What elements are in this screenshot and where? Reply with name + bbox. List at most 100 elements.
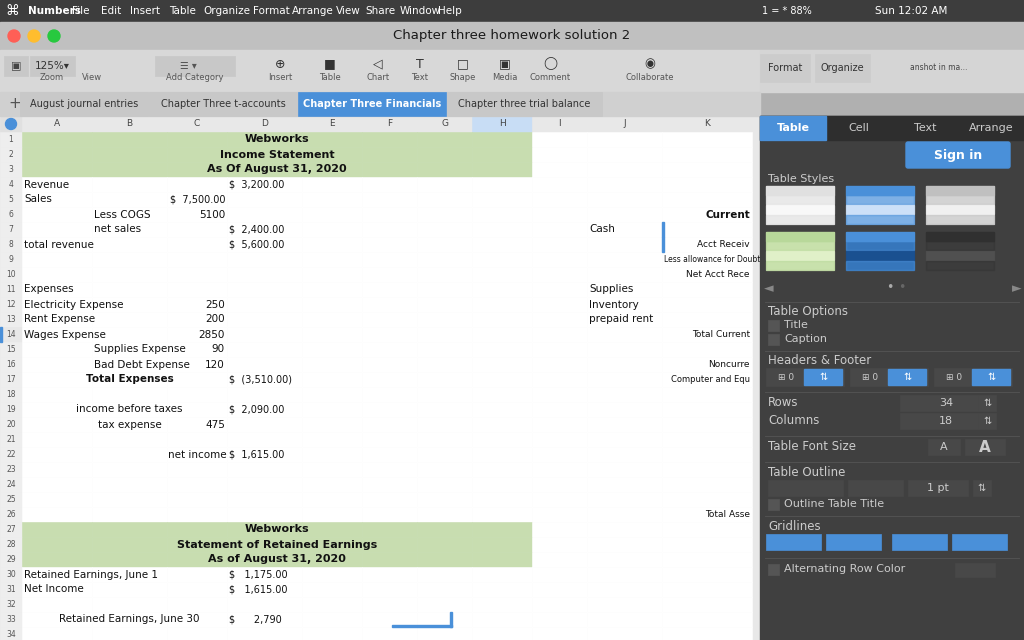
Bar xyxy=(926,205,994,214)
Bar xyxy=(766,215,834,224)
Text: 8: 8 xyxy=(8,240,13,249)
Bar xyxy=(417,312,472,327)
Text: 6: 6 xyxy=(8,210,13,219)
Text: Retained Earnings, June 30: Retained Earnings, June 30 xyxy=(59,614,200,625)
Text: T: T xyxy=(416,58,424,70)
Bar xyxy=(227,192,302,207)
Circle shape xyxy=(8,30,20,42)
Text: total revenue: total revenue xyxy=(24,239,94,250)
Bar xyxy=(227,567,302,582)
Bar xyxy=(417,567,472,582)
Bar xyxy=(532,372,587,387)
Text: 120: 120 xyxy=(205,360,225,369)
Circle shape xyxy=(5,118,16,129)
Bar xyxy=(472,267,532,282)
Text: Organize: Organize xyxy=(820,63,864,73)
Bar xyxy=(22,522,92,537)
Bar xyxy=(0,387,22,402)
Text: 31: 31 xyxy=(6,585,15,594)
Text: Add Category: Add Category xyxy=(166,74,224,83)
Text: □: □ xyxy=(457,58,469,70)
Bar xyxy=(167,116,227,132)
Bar xyxy=(760,54,810,82)
Text: Insert: Insert xyxy=(130,6,160,16)
Text: Sign in: Sign in xyxy=(934,148,982,161)
Bar xyxy=(662,312,752,327)
Text: Computer and Equ: Computer and Equ xyxy=(671,375,750,384)
Bar xyxy=(0,582,22,597)
Text: 27: 27 xyxy=(6,525,15,534)
Bar xyxy=(662,492,752,507)
Bar xyxy=(447,92,602,116)
Text: ▣: ▣ xyxy=(499,58,511,70)
Text: •: • xyxy=(886,282,893,294)
Text: Chapter Three t-accounts: Chapter Three t-accounts xyxy=(161,99,286,109)
Text: 21: 21 xyxy=(6,435,15,444)
Bar xyxy=(302,597,362,612)
Text: 1 pt: 1 pt xyxy=(927,483,949,493)
Bar xyxy=(846,195,914,204)
Text: 2850: 2850 xyxy=(199,330,225,339)
Bar xyxy=(0,22,1024,50)
Bar xyxy=(472,447,532,462)
Bar xyxy=(302,162,362,177)
Text: 28: 28 xyxy=(6,540,15,549)
Text: Table Styles: Table Styles xyxy=(768,174,835,184)
Bar xyxy=(532,537,587,552)
Bar xyxy=(662,282,752,297)
Text: Title: Title xyxy=(784,320,808,330)
Bar xyxy=(362,492,417,507)
Bar xyxy=(532,147,587,162)
Bar xyxy=(926,186,994,195)
Bar xyxy=(22,627,92,640)
Bar xyxy=(22,597,92,612)
Bar xyxy=(227,297,302,312)
Bar xyxy=(0,162,22,177)
Bar xyxy=(227,627,302,640)
Bar xyxy=(417,477,472,492)
Bar xyxy=(587,537,662,552)
Text: 90: 90 xyxy=(212,344,225,355)
Bar xyxy=(92,477,167,492)
Bar xyxy=(167,372,227,387)
Bar xyxy=(900,413,978,429)
Text: Less COGS: Less COGS xyxy=(94,209,151,220)
Text: Format: Format xyxy=(768,63,802,73)
Bar xyxy=(0,477,22,492)
Bar xyxy=(362,477,417,492)
Text: 18: 18 xyxy=(939,416,953,426)
Bar xyxy=(22,192,92,207)
Bar xyxy=(768,480,843,496)
Bar xyxy=(417,177,472,192)
Bar xyxy=(846,215,914,224)
Text: 20: 20 xyxy=(6,420,15,429)
Text: $  5,600.00: $ 5,600.00 xyxy=(229,239,285,250)
Text: $  7,500.00: $ 7,500.00 xyxy=(170,195,225,205)
Bar xyxy=(22,402,92,417)
Bar xyxy=(587,312,662,327)
Bar xyxy=(472,492,532,507)
Bar xyxy=(532,402,587,417)
Bar xyxy=(662,222,752,237)
Text: Caption: Caption xyxy=(784,334,827,344)
Text: ⇅: ⇅ xyxy=(987,372,995,382)
Bar xyxy=(362,312,417,327)
Bar xyxy=(926,186,994,224)
Bar xyxy=(167,162,227,177)
Bar xyxy=(362,252,417,267)
Bar xyxy=(587,207,662,222)
Text: C: C xyxy=(194,120,200,129)
Bar xyxy=(362,462,417,477)
Bar xyxy=(472,402,532,417)
Bar xyxy=(92,342,167,357)
Bar xyxy=(760,116,826,140)
Bar xyxy=(302,582,362,597)
Bar xyxy=(227,162,302,177)
Bar xyxy=(227,612,302,627)
Bar xyxy=(302,417,362,432)
Bar xyxy=(417,147,472,162)
Bar xyxy=(662,477,752,492)
Bar xyxy=(766,205,834,214)
Bar xyxy=(92,582,167,597)
Text: B: B xyxy=(126,120,132,129)
